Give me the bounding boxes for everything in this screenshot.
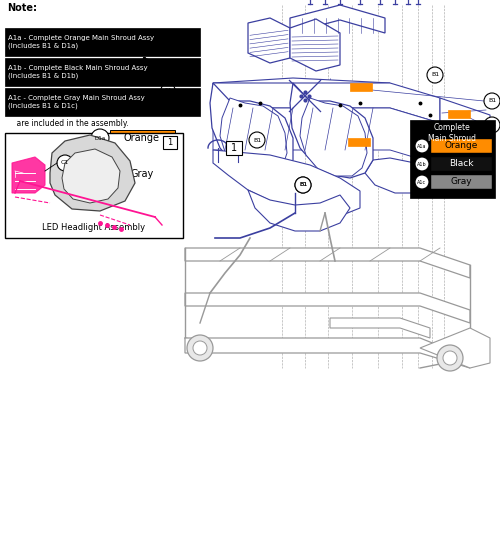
Polygon shape: [248, 190, 350, 231]
Text: E1: E1: [164, 87, 172, 93]
FancyBboxPatch shape: [5, 88, 200, 116]
Text: 1: 1: [231, 143, 237, 153]
Polygon shape: [420, 328, 490, 368]
FancyBboxPatch shape: [448, 110, 470, 118]
Text: B1: B1: [299, 182, 307, 188]
FancyBboxPatch shape: [226, 141, 242, 155]
FancyBboxPatch shape: [431, 157, 492, 171]
Text: B1: B1: [488, 123, 496, 127]
Circle shape: [161, 83, 175, 97]
Circle shape: [437, 345, 463, 371]
FancyBboxPatch shape: [5, 58, 200, 86]
Text: Note:: Note:: [7, 3, 37, 13]
Circle shape: [91, 147, 109, 165]
Polygon shape: [12, 157, 45, 193]
FancyBboxPatch shape: [410, 120, 495, 198]
Text: D1c: D1c: [94, 172, 106, 176]
Circle shape: [415, 175, 429, 189]
Text: Black: Black: [129, 151, 155, 161]
Text: A1c - Complete Gray Main Shroud Assy
(Includes B1 & D1c): A1c - Complete Gray Main Shroud Assy (In…: [8, 95, 145, 109]
FancyBboxPatch shape: [431, 175, 492, 189]
Text: Gray: Gray: [450, 177, 472, 187]
Text: Gray: Gray: [130, 169, 154, 179]
Text: B1: B1: [431, 72, 439, 77]
Circle shape: [91, 165, 109, 183]
FancyBboxPatch shape: [431, 139, 492, 153]
Polygon shape: [248, 18, 290, 63]
Circle shape: [427, 67, 443, 83]
Text: B1: B1: [299, 182, 307, 188]
Text: B1: B1: [253, 138, 261, 142]
Circle shape: [57, 155, 73, 171]
Text: LED Headlight Assembly: LED Headlight Assembly: [42, 223, 146, 232]
Polygon shape: [185, 293, 470, 323]
Polygon shape: [210, 83, 293, 178]
Text: Black: Black: [449, 159, 474, 168]
Text: A1a: A1a: [417, 143, 427, 149]
Circle shape: [249, 132, 265, 148]
Polygon shape: [440, 98, 490, 185]
FancyBboxPatch shape: [5, 28, 200, 56]
FancyBboxPatch shape: [110, 166, 175, 182]
Circle shape: [415, 139, 429, 153]
Text: D1a: D1a: [94, 135, 106, 141]
Polygon shape: [365, 123, 440, 193]
Polygon shape: [290, 19, 340, 71]
Text: B1: B1: [488, 99, 496, 103]
Text: A1c: A1c: [418, 180, 426, 184]
Circle shape: [295, 177, 311, 193]
FancyBboxPatch shape: [5, 133, 183, 238]
Polygon shape: [213, 78, 390, 101]
Circle shape: [484, 93, 500, 109]
FancyBboxPatch shape: [110, 148, 175, 164]
Text: Complete
Main Shroud: Complete Main Shroud: [428, 123, 476, 143]
Text: D1b: D1b: [94, 154, 106, 158]
Polygon shape: [50, 135, 135, 211]
FancyBboxPatch shape: [163, 136, 177, 149]
FancyBboxPatch shape: [172, 66, 192, 82]
FancyBboxPatch shape: [110, 130, 175, 146]
Circle shape: [193, 341, 207, 355]
Polygon shape: [62, 149, 120, 203]
Polygon shape: [330, 318, 430, 338]
FancyBboxPatch shape: [348, 138, 370, 146]
Text: Orange: Orange: [124, 133, 160, 143]
Polygon shape: [290, 5, 385, 33]
Polygon shape: [213, 150, 360, 218]
Polygon shape: [213, 83, 440, 123]
Text: A1b: A1b: [417, 161, 427, 166]
Polygon shape: [185, 248, 470, 278]
Circle shape: [91, 129, 109, 147]
Text: 1: 1: [168, 138, 172, 147]
Text: C1: C1: [61, 160, 69, 166]
Text: A1a - Complete Orange Main Shroud Assy
(Includes B1 & D1a): A1a - Complete Orange Main Shroud Assy (…: [8, 35, 154, 49]
Text: Orange: Orange: [445, 141, 478, 150]
Polygon shape: [213, 108, 440, 165]
Circle shape: [443, 351, 457, 365]
FancyBboxPatch shape: [350, 83, 372, 91]
Polygon shape: [185, 338, 470, 368]
Circle shape: [187, 335, 213, 361]
Circle shape: [484, 117, 500, 133]
Polygon shape: [220, 98, 287, 176]
Polygon shape: [300, 98, 367, 176]
Circle shape: [415, 157, 429, 171]
Text: When applicable, assemblies are grouped
  by color. All components with that col: When applicable, assemblies are grouped …: [7, 93, 168, 128]
Text: A1b - Complete Black Main Shroud Assy
(Includes B1 & D1b): A1b - Complete Black Main Shroud Assy (I…: [8, 65, 147, 79]
Circle shape: [295, 177, 311, 193]
Polygon shape: [290, 83, 373, 178]
